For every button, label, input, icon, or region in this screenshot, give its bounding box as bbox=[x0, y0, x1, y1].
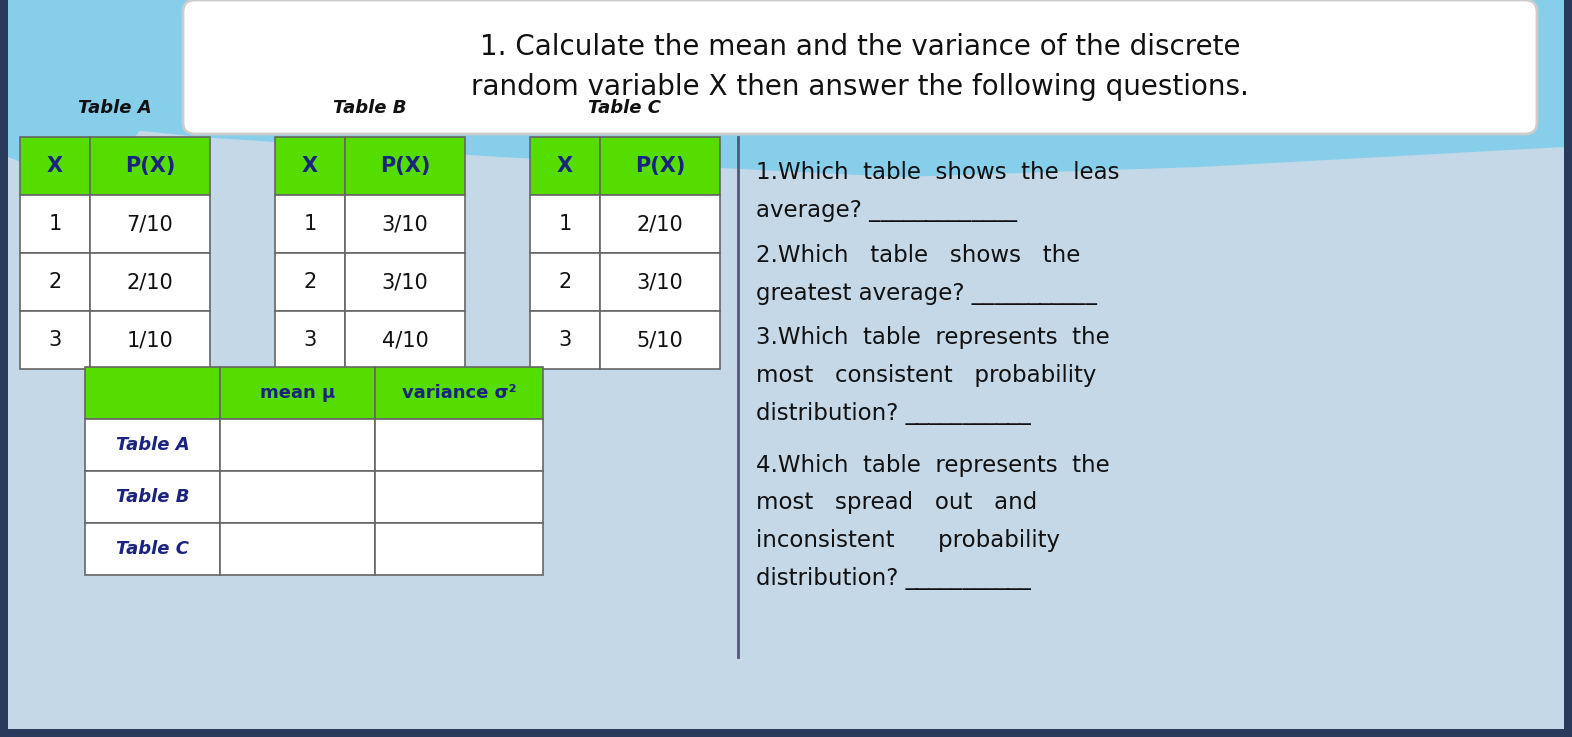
Text: Table B: Table B bbox=[333, 99, 407, 117]
Text: most   spread   out   and: most spread out and bbox=[756, 492, 1038, 514]
Text: Table A: Table A bbox=[116, 436, 189, 454]
Text: 3/10: 3/10 bbox=[637, 272, 684, 292]
Bar bbox=[275, 253, 344, 311]
Text: Table B: Table B bbox=[116, 488, 189, 506]
Polygon shape bbox=[8, 0, 1564, 177]
Bar bbox=[601, 195, 720, 253]
Text: average? _____________: average? _____________ bbox=[756, 198, 1017, 222]
Text: 2: 2 bbox=[558, 272, 572, 292]
Text: 4/10: 4/10 bbox=[382, 330, 429, 350]
Text: X: X bbox=[47, 156, 63, 176]
Bar bbox=[376, 419, 542, 471]
Text: mean μ: mean μ bbox=[259, 384, 335, 402]
Text: Table A: Table A bbox=[79, 99, 152, 117]
Text: X: X bbox=[302, 156, 318, 176]
Bar bbox=[85, 471, 220, 523]
Text: 1. Calculate the mean and the variance of the discrete: 1. Calculate the mean and the variance o… bbox=[479, 33, 1240, 61]
Text: P(X): P(X) bbox=[380, 156, 431, 176]
Text: 3: 3 bbox=[558, 330, 572, 350]
Bar bbox=[530, 195, 601, 253]
Text: inconsistent      probability: inconsistent probability bbox=[756, 529, 1060, 553]
Bar bbox=[601, 137, 720, 195]
Text: 2/10: 2/10 bbox=[637, 214, 684, 234]
Text: greatest average? ___________: greatest average? ___________ bbox=[756, 282, 1097, 304]
Text: random variable X then answer the following questions.: random variable X then answer the follow… bbox=[472, 73, 1248, 101]
Text: 3/10: 3/10 bbox=[382, 214, 429, 234]
Text: 2.Which   table   shows   the: 2.Which table shows the bbox=[756, 243, 1080, 267]
Bar bbox=[85, 523, 220, 575]
Text: 2: 2 bbox=[49, 272, 61, 292]
Text: 1: 1 bbox=[303, 214, 316, 234]
Bar bbox=[90, 137, 211, 195]
Bar bbox=[530, 137, 601, 195]
Bar bbox=[601, 253, 720, 311]
Text: 3.Which  table  represents  the: 3.Which table represents the bbox=[756, 326, 1110, 349]
Text: 2/10: 2/10 bbox=[127, 272, 173, 292]
Bar bbox=[344, 311, 465, 369]
Bar bbox=[344, 195, 465, 253]
Text: Table C: Table C bbox=[588, 99, 662, 117]
Text: 1/10: 1/10 bbox=[127, 330, 173, 350]
Text: P(X): P(X) bbox=[124, 156, 174, 176]
Text: X: X bbox=[556, 156, 574, 176]
Text: distribution? ___________: distribution? ___________ bbox=[756, 402, 1031, 425]
Text: 3: 3 bbox=[49, 330, 61, 350]
Text: variance σ²: variance σ² bbox=[402, 384, 516, 402]
Text: distribution? ___________: distribution? ___________ bbox=[756, 567, 1031, 590]
Bar bbox=[376, 471, 542, 523]
Bar bbox=[275, 195, 344, 253]
Text: 1: 1 bbox=[49, 214, 61, 234]
Bar bbox=[220, 419, 376, 471]
Bar bbox=[90, 253, 211, 311]
Text: 3: 3 bbox=[303, 330, 316, 350]
Bar bbox=[601, 311, 720, 369]
Bar bbox=[530, 311, 601, 369]
Bar bbox=[220, 367, 376, 419]
Text: 7/10: 7/10 bbox=[127, 214, 173, 234]
Bar bbox=[20, 311, 90, 369]
Bar bbox=[376, 367, 542, 419]
Text: most   consistent   probability: most consistent probability bbox=[756, 363, 1096, 386]
Text: Table C: Table C bbox=[116, 540, 189, 558]
Bar bbox=[85, 419, 220, 471]
Text: P(X): P(X) bbox=[635, 156, 685, 176]
Bar bbox=[220, 523, 376, 575]
Bar bbox=[90, 195, 211, 253]
Bar bbox=[20, 195, 90, 253]
Bar bbox=[275, 311, 344, 369]
Bar bbox=[90, 311, 211, 369]
Polygon shape bbox=[8, 0, 181, 177]
Text: 3/10: 3/10 bbox=[382, 272, 429, 292]
Bar bbox=[275, 137, 344, 195]
Bar bbox=[220, 471, 376, 523]
Bar bbox=[85, 367, 220, 419]
FancyBboxPatch shape bbox=[182, 0, 1537, 134]
Bar bbox=[20, 137, 90, 195]
Text: 2: 2 bbox=[303, 272, 316, 292]
Bar bbox=[20, 253, 90, 311]
Text: 1.Which  table  shows  the  leas: 1.Which table shows the leas bbox=[756, 161, 1119, 184]
Text: 5/10: 5/10 bbox=[637, 330, 684, 350]
Bar bbox=[376, 523, 542, 575]
Text: 4.Which  table  represents  the: 4.Which table represents the bbox=[756, 453, 1110, 477]
Bar bbox=[8, 69, 1564, 729]
Bar bbox=[530, 253, 601, 311]
Bar bbox=[344, 137, 465, 195]
Text: 1: 1 bbox=[558, 214, 572, 234]
Bar bbox=[344, 253, 465, 311]
